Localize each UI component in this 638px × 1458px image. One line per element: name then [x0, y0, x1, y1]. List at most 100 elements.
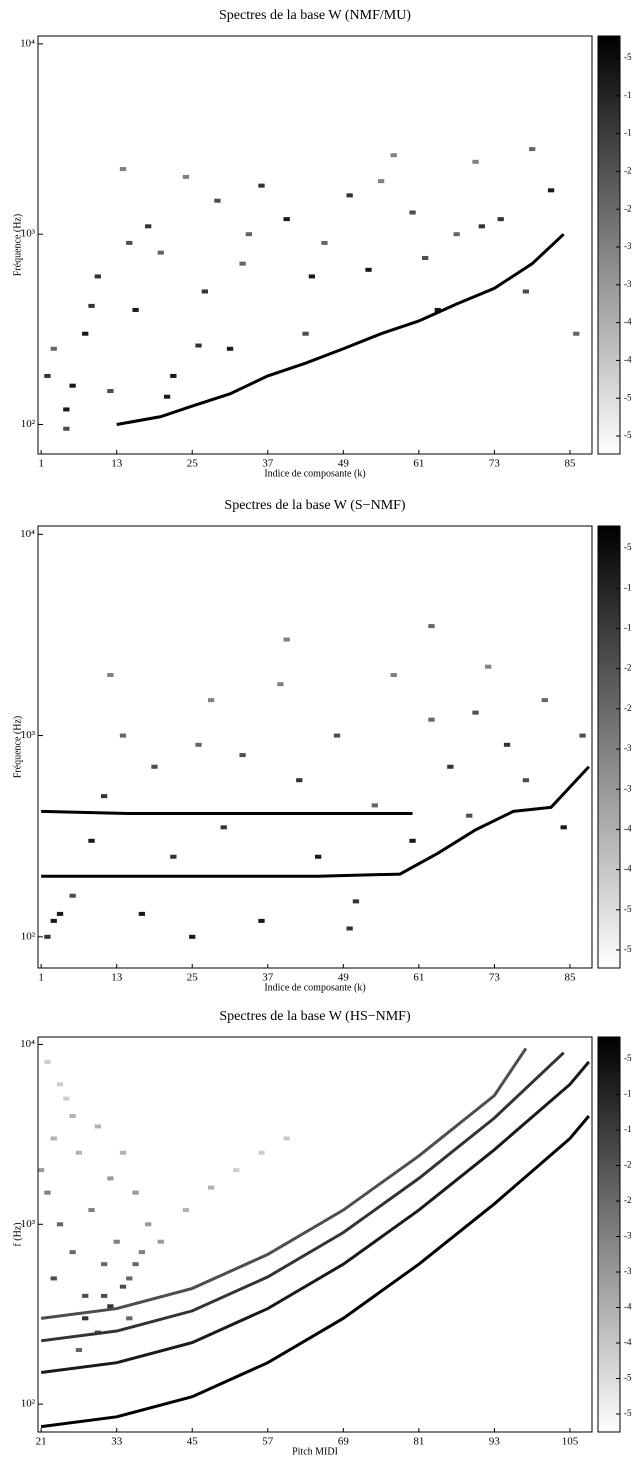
heat-cell [453, 232, 460, 237]
colorbar-label: -1 [624, 1124, 632, 1134]
heat-cell [44, 1190, 51, 1195]
heat-cell [94, 1124, 101, 1129]
heat-cell [239, 261, 246, 266]
colorbar-label: -3 [624, 1266, 632, 1276]
line [41, 809, 413, 816]
heat-cell [107, 1176, 114, 1181]
x-tick-label: 61 [413, 972, 424, 984]
x-tick-label: 37 [262, 972, 274, 984]
y-tick-label: 10³ [21, 1218, 36, 1230]
colorbar-label: -5 [624, 392, 632, 402]
heat-cell [44, 1059, 51, 1064]
heat-cell [75, 1150, 83, 1155]
x-tick-label: 1 [38, 972, 44, 984]
x-tick-label: 61 [413, 458, 424, 470]
heat-cell [44, 934, 51, 939]
heat-cell [283, 217, 290, 222]
heat-cell [63, 407, 70, 412]
colorbar-label: -4 [624, 317, 632, 327]
heat-cell [447, 764, 454, 769]
heat-cell [573, 331, 580, 336]
y-tick-label: 10² [21, 418, 36, 430]
heat-cell [170, 373, 177, 378]
colorbar-label: -1 [624, 90, 632, 100]
x-tick-label: 93 [489, 1436, 501, 1448]
heat-cell [69, 383, 76, 388]
heat-cell [239, 753, 246, 758]
x-axis-label: Indice de composante (k) [264, 468, 365, 479]
heat-cell [422, 255, 429, 260]
heat-cell [283, 637, 290, 642]
heat-cell [132, 307, 139, 312]
colorbar-label: -3 [624, 279, 632, 289]
heat-cell [38, 1168, 45, 1173]
heat-cell [258, 183, 265, 188]
heat-cell [283, 1136, 290, 1141]
colorbar-label: -3 [624, 241, 632, 251]
heat-cell [547, 188, 555, 193]
x-tick-label: 25 [187, 972, 199, 984]
heat-cell [88, 1208, 95, 1213]
heat-cell [195, 343, 202, 348]
heat-cell [377, 179, 385, 184]
heat-cell [50, 918, 57, 923]
x-tick-label: 69 [338, 1436, 350, 1448]
x-axis-label: Pitch MIDI [292, 1446, 338, 1457]
heat-cell [69, 1250, 76, 1255]
heat-cell [277, 682, 284, 687]
heat-cell [119, 167, 127, 172]
heat-cell [119, 1150, 127, 1155]
heat-cell [428, 624, 435, 629]
x-tick-label: 49 [338, 972, 350, 984]
y-tick-label: 10⁴ [20, 528, 35, 540]
heat-cell [529, 147, 536, 152]
colorbar [597, 35, 621, 455]
heat-cell [119, 1284, 127, 1289]
heat-cell [409, 210, 416, 215]
y-axis-label: Fréquence (Hz) [12, 214, 23, 276]
colorbar-label: -2 [624, 1195, 632, 1205]
heat-cell [94, 274, 101, 279]
heat-cell [245, 232, 253, 237]
colorbar-label: -4 [624, 354, 632, 364]
heat-cell [321, 240, 328, 245]
heat-cell [560, 825, 567, 830]
colorbar-label: -5 [624, 1373, 632, 1383]
heat-cell [75, 1348, 83, 1353]
colorbar-label: -3 [624, 743, 632, 753]
colorbar-label: -2 [624, 203, 632, 213]
y-tick-label: 10² [21, 930, 36, 942]
heat-cell [100, 794, 108, 799]
heat-cell [579, 733, 586, 738]
heat-cell [88, 838, 95, 843]
heat-cell [145, 1222, 152, 1227]
colorbar-label: -2 [624, 663, 632, 673]
colorbar-label: -5 [624, 1408, 632, 1418]
heat-cell [522, 289, 530, 294]
heat-cell [258, 1150, 265, 1155]
line [116, 233, 565, 426]
heat-cell [56, 1082, 64, 1087]
heat-cell [44, 373, 51, 378]
panel: Spectres de la base W (HS−NMF) 21 33 45 57 69… [12, 1009, 632, 1457]
heat-cell [296, 778, 303, 783]
colorbar-label: -1 [624, 128, 632, 138]
heat-cell [107, 389, 114, 394]
heat-cell [214, 198, 221, 203]
heat-cell [428, 717, 435, 722]
plot-frame [37, 1036, 593, 1433]
colorbar-label: -1 [624, 622, 632, 632]
heat-cell [201, 289, 208, 294]
heat-cell [145, 224, 152, 229]
heat-cell [226, 346, 234, 351]
heat-cell [503, 742, 511, 747]
x-tick-label: 57 [262, 1436, 274, 1448]
plot-frame [37, 35, 593, 455]
heat-cell [371, 803, 378, 808]
y-tick-label: 10⁴ [20, 37, 35, 49]
heat-cell [157, 250, 164, 255]
x-tick-label: 13 [111, 458, 123, 470]
heat-cell [182, 174, 190, 179]
heat-cell [126, 1276, 133, 1281]
